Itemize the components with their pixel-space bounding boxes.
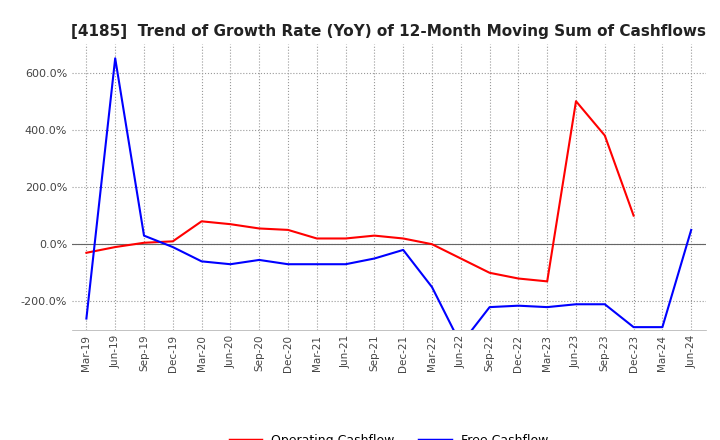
Title: [4185]  Trend of Growth Rate (YoY) of 12-Month Moving Sum of Cashflows: [4185] Trend of Growth Rate (YoY) of 12-… [71, 24, 706, 39]
Legend: Operating Cashflow, Free Cashflow: Operating Cashflow, Free Cashflow [225, 429, 553, 440]
